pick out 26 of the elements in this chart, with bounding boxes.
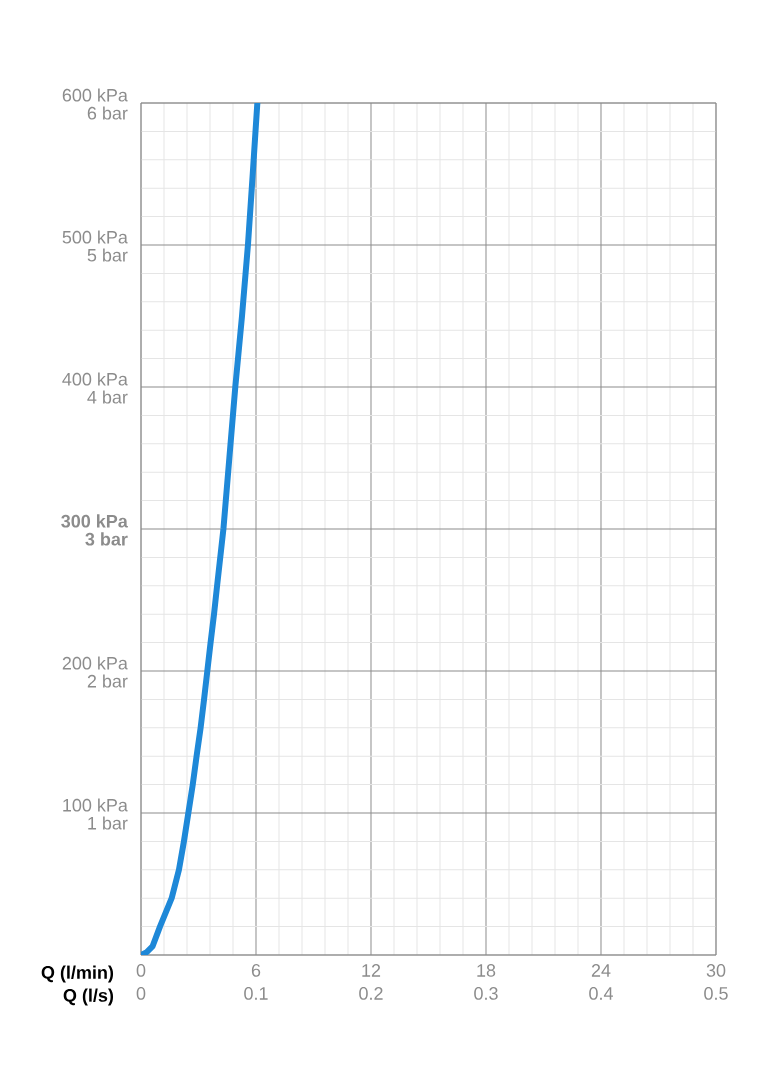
x-tick-label: 30 xyxy=(706,964,726,977)
x-tick-label: 0 xyxy=(136,964,146,977)
y-tick-label: 300 kPa xyxy=(61,514,128,528)
y-tick-label: 600 kPa xyxy=(62,88,128,102)
y2-tick-label: 6 bar xyxy=(87,106,128,120)
y-tick-label: 500 kPa xyxy=(62,230,128,244)
x2-tick-label: 0.4 xyxy=(589,987,613,1000)
x2-tick-label: 0.5 xyxy=(704,987,728,1000)
y2-tick-label: 1 bar xyxy=(88,816,128,830)
x-tick-label: 12 xyxy=(362,964,381,977)
y-tick-label: 100 kPa xyxy=(63,798,128,812)
x2-tick-label: 0.3 xyxy=(474,987,498,1000)
x2-tick-label: 0.1 xyxy=(244,987,268,1000)
y-tick-label: 200 kPa xyxy=(62,656,128,670)
y2-tick-label: 3 bar xyxy=(85,532,128,546)
x-tick-label: 18 xyxy=(477,964,496,977)
y2-tick-label: 4 bar xyxy=(87,390,128,404)
x2-tick-label: 0 xyxy=(136,987,146,1000)
y2-tick-label: 2 bar xyxy=(87,674,128,688)
x-axis-title: Q (l/min) xyxy=(41,965,114,983)
y2-tick-label: 5 bar xyxy=(87,248,128,262)
x-tick-label: 6 xyxy=(251,964,261,977)
y-tick-label: 400 kPa xyxy=(62,372,128,386)
x2-tick-label: 0.2 xyxy=(359,987,383,1000)
x2-axis-title: Q (l/s) xyxy=(63,988,114,1006)
x-tick-label: 24 xyxy=(591,964,611,977)
